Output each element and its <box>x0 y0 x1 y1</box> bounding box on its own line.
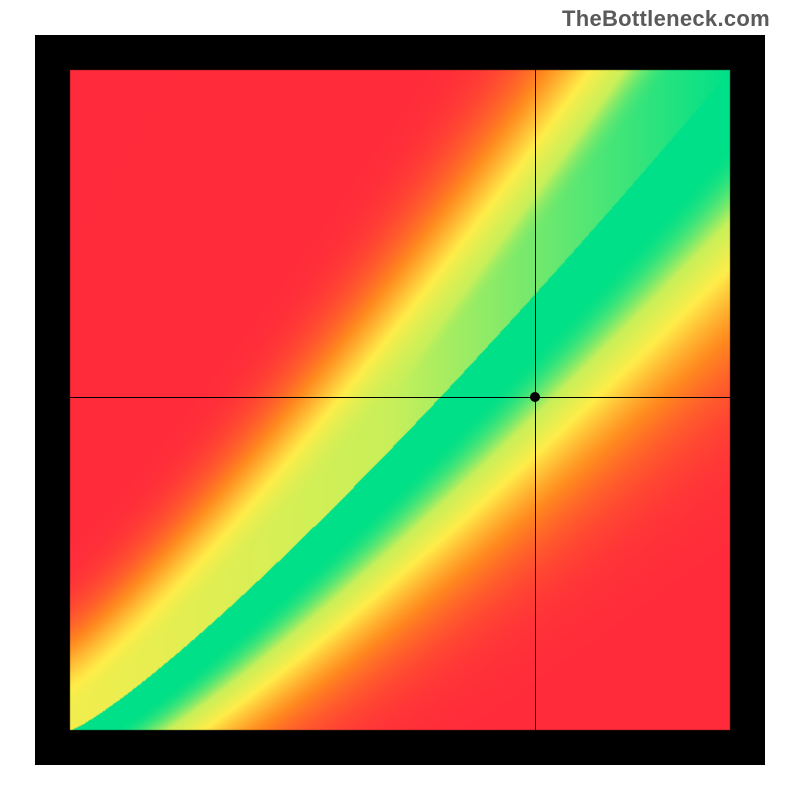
crosshair-marker <box>530 392 540 402</box>
watermark-text: TheBottleneck.com <box>562 6 770 32</box>
chart-frame <box>35 35 765 765</box>
crosshair-horizontal <box>35 397 765 398</box>
heatmap-canvas <box>35 35 765 765</box>
chart-container: TheBottleneck.com <box>0 0 800 800</box>
